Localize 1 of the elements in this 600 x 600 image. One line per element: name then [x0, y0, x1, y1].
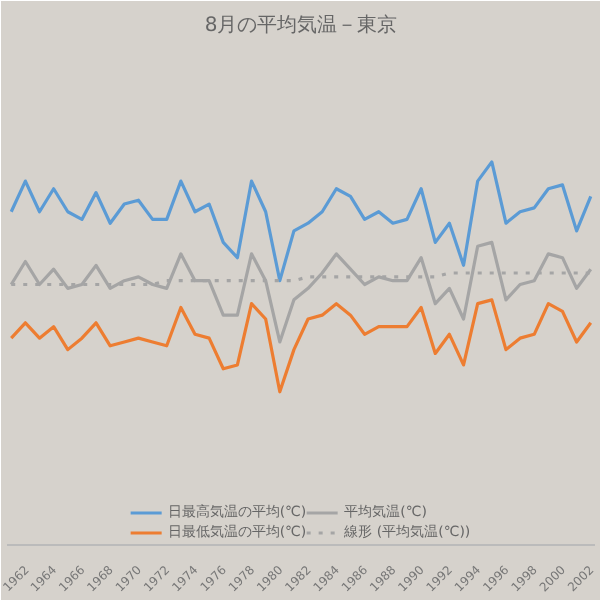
chart-title: 8月の平均気温－東京 — [204, 13, 398, 37]
